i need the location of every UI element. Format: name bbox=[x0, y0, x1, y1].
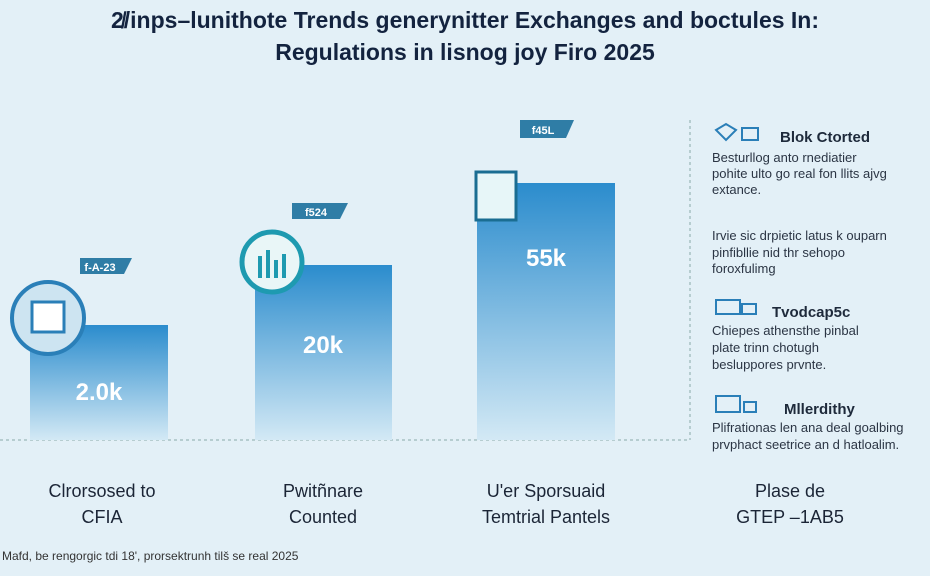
value-label: 55k bbox=[526, 245, 567, 272]
sidebar-heading: Mllerdithy bbox=[784, 401, 855, 418]
bar bbox=[255, 265, 392, 440]
sidebar-heading: Tvodcap5c bbox=[772, 304, 850, 321]
sidebar-line: Irvie sic drpietic latus k ouparn bbox=[712, 228, 887, 243]
category-label: U'er Sporsuaid bbox=[487, 481, 606, 501]
bar bbox=[477, 183, 615, 440]
icon bbox=[239, 229, 305, 295]
sidebar-line: besluppores prvnte. bbox=[712, 357, 826, 372]
title-line: 2̸/inps–lunithote Trends generynitter Ex… bbox=[111, 7, 819, 33]
title-line: Regulations in lisnog joy Firo 2025 bbox=[275, 39, 655, 65]
icon bbox=[474, 170, 518, 222]
category-label: GTEP –1AB5 bbox=[736, 507, 844, 527]
sidebar-line: pohite ulto go real fon llits ajvg bbox=[712, 166, 887, 181]
sidebar-line: Chiepes athensthe pinbal bbox=[712, 323, 859, 338]
category-label: Plase de bbox=[755, 481, 825, 501]
bar-group: f-A-23 f524 f45L 2.0k 20k 55k bbox=[10, 120, 615, 440]
category-label: Temtrial Pantels bbox=[482, 507, 610, 527]
tag-bubble bbox=[292, 203, 348, 219]
sidebar-heading: Blok Ctorted bbox=[780, 129, 870, 146]
category-labels: Clrorsosed to CFIA Pwitñnare Counted U'e… bbox=[48, 481, 843, 527]
category-label: CFIA bbox=[81, 507, 122, 527]
sidebar-line: prvphact seetrice an d hatloalim. bbox=[712, 437, 899, 452]
category-label: Pwitñnare bbox=[283, 481, 363, 501]
icon bbox=[30, 300, 66, 334]
tag: f524 bbox=[305, 207, 328, 219]
sidebar-line: extance. bbox=[712, 182, 761, 197]
tag-bubble bbox=[520, 120, 574, 138]
sidebar: Blok Ctorted Besturllog anto rnediatier … bbox=[712, 122, 904, 452]
tag: f-A-23 bbox=[84, 262, 115, 274]
value-label: 20k bbox=[303, 332, 344, 359]
sidebar-line: pinfibllie nid thr sehopo bbox=[712, 245, 845, 260]
sidebar-line: Plifrationas len ana deal goalbing bbox=[712, 420, 904, 435]
icon bbox=[258, 250, 286, 278]
icon bbox=[715, 299, 757, 315]
sidebar-line: plate trinn chotugh bbox=[712, 340, 819, 355]
value-label: 2.0k bbox=[76, 379, 123, 406]
icon bbox=[714, 122, 759, 142]
footer: Mafd, be rengorgic tdi 18', prorsektrunh… bbox=[2, 549, 299, 563]
tag: f45L bbox=[532, 125, 555, 137]
category-label: Counted bbox=[289, 507, 357, 527]
sidebar-line: foroxfulimg bbox=[712, 261, 776, 276]
icon bbox=[715, 395, 757, 413]
category-label: Clrorsosed to bbox=[48, 481, 155, 501]
sidebar-line: Besturllog anto rnediatier bbox=[712, 150, 857, 165]
tag-bubble bbox=[80, 258, 132, 274]
